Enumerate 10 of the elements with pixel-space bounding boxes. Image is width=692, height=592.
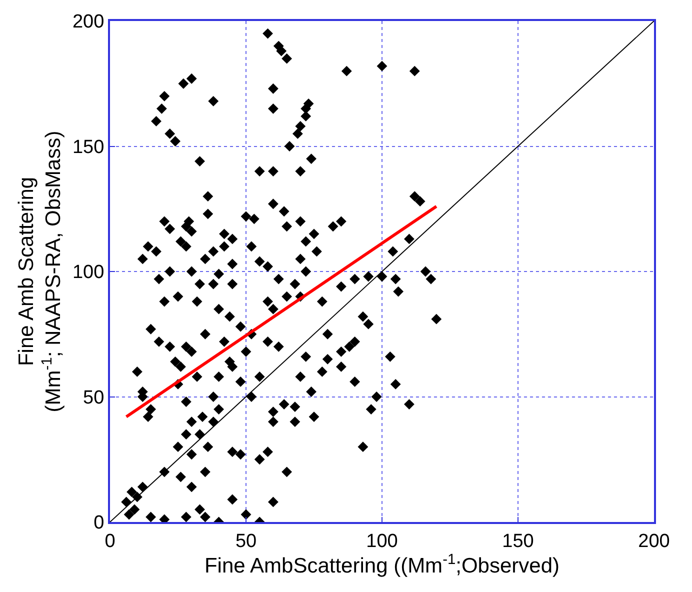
x-tick-label: 200 bbox=[638, 530, 670, 552]
y-tick-label: 100 bbox=[72, 262, 104, 284]
x-tick-label: 50 bbox=[235, 530, 257, 552]
y-tick-label: 200 bbox=[72, 12, 104, 33]
x-tick-label: 150 bbox=[502, 530, 534, 552]
y-tick-label: 50 bbox=[83, 387, 104, 408]
x-axis-title: Fine AmbScattering ((Mm$^{-1}$;Observed) bbox=[204, 552, 560, 578]
y-tick-label: 0 bbox=[94, 512, 104, 534]
x-tick-label: 100 bbox=[366, 530, 398, 552]
y-tick-label: 150 bbox=[72, 136, 104, 158]
